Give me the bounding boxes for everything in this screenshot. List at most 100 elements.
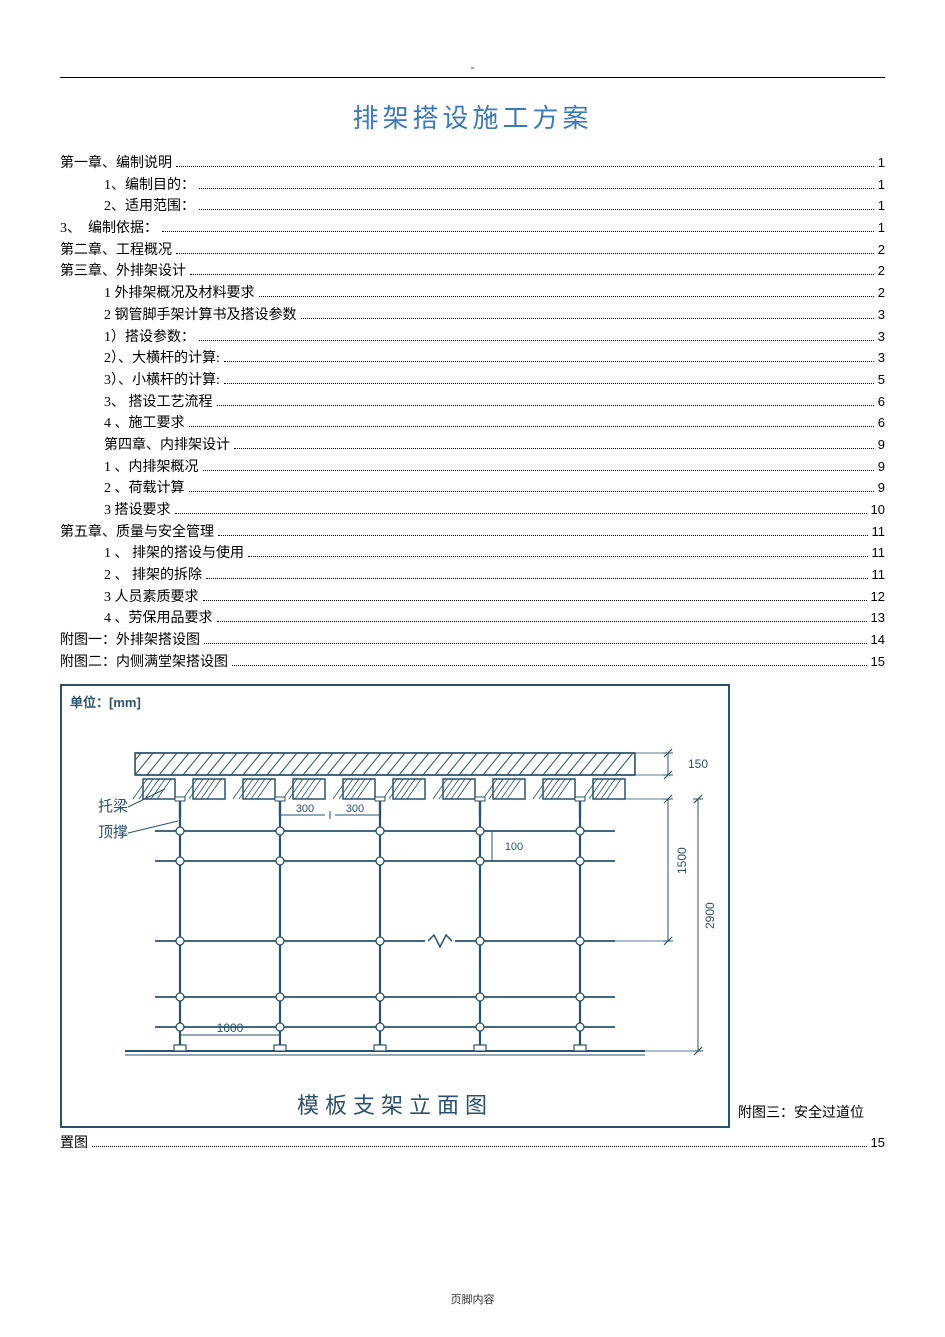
toc-row: 附图一：外排架搭设图14 — [60, 630, 885, 652]
toc-dots — [203, 600, 867, 601]
toc-dots — [189, 491, 874, 492]
toc-dots — [204, 643, 867, 644]
toc-row: 1 外排架概况及材料要求 2 — [60, 283, 885, 305]
toc-row: 3、 编制依据：1 — [60, 218, 885, 240]
toc-page: 9 — [878, 435, 885, 455]
toc-page: 6 — [878, 392, 885, 412]
toc-row: 1）搭设参数：3 — [60, 327, 885, 349]
toc-dots — [190, 274, 874, 275]
toc-row: 3 搭设要求 10 — [60, 500, 885, 522]
appendix-3-label-part2: 置图 — [60, 1132, 88, 1152]
toc-page: 10 — [871, 500, 885, 520]
toc-dots — [203, 470, 874, 471]
toc-page: 3 — [878, 327, 885, 347]
toc-page: 12 — [871, 587, 885, 607]
toc-dots — [232, 665, 867, 666]
toc-page: 15 — [871, 652, 885, 672]
toc-dots — [199, 209, 874, 210]
toc-row: 2、适用范围：1 — [60, 196, 885, 218]
toc-dots — [189, 426, 874, 427]
toc-label: 附图二：内侧满堂架搭设图 — [60, 652, 228, 674]
toc-row: 1 、内排架概况 9 — [60, 457, 885, 479]
svg-text:2900: 2900 — [703, 901, 717, 928]
toc-page: 11 — [872, 522, 886, 542]
appendix-3-page: 15 — [871, 1135, 885, 1150]
toc-page: 2 — [878, 283, 885, 303]
toc-label: 4 、劳保用品要求 — [104, 608, 213, 630]
toc-page: 2 — [878, 240, 885, 260]
toc-label: 3 人员素质要求 — [104, 587, 199, 609]
svg-text:150: 150 — [688, 757, 708, 771]
toc-row: 4 、劳保用品要求 13 — [60, 608, 885, 630]
toc-page: 11 — [872, 543, 886, 563]
header-rule — [60, 77, 885, 78]
toc-row: 3、 搭设工艺流程 6 — [60, 392, 885, 414]
toc-page: 14 — [871, 630, 885, 650]
toc-label: 2）、大横杆的计算: — [104, 348, 220, 370]
toc-dots — [248, 556, 868, 557]
toc-dots — [162, 231, 874, 232]
svg-text:托梁: 托梁 — [98, 798, 128, 815]
toc-page: 3 — [878, 348, 885, 368]
toc-row: 1、编制目的： 1 — [60, 175, 885, 197]
appendix-3-row: 置图 15 — [60, 1132, 885, 1152]
toc-page: 11 — [872, 565, 886, 585]
toc-row: 2）、大横杆的计算: 3 — [60, 348, 885, 370]
toc-dots — [176, 253, 874, 254]
svg-text:顶撑: 顶撑 — [98, 824, 128, 841]
page-footer: 页脚内容 — [0, 1291, 945, 1307]
toc-dots — [217, 621, 867, 622]
toc-dots — [206, 578, 868, 579]
diagram-box: 单位：[mm] 托梁顶撑300300100100015015002900 模板支… — [60, 684, 730, 1128]
svg-text:300: 300 — [296, 803, 314, 815]
toc-dots — [224, 383, 874, 384]
toc-label: 第三章、外排架设计 — [60, 261, 186, 283]
toc-dots — [234, 448, 874, 449]
diagram-unit-label: 单位：[mm] — [70, 692, 720, 711]
toc-row: 1 、 排架的搭设与使用11 — [60, 543, 885, 565]
toc-label: 2 、 排架的拆除 — [104, 565, 202, 587]
toc-row: 第三章、外排架设计 2 — [60, 261, 885, 283]
toc-page: 5 — [878, 370, 885, 390]
toc-row: 第四章、内排架设计 9 — [60, 435, 885, 457]
toc-row: 2 、 排架的拆除 11 — [60, 565, 885, 587]
toc-dots — [199, 188, 874, 189]
toc-label: 第二章、工程概况 — [60, 240, 172, 262]
toc-dots — [224, 361, 874, 362]
toc-page: 2 — [878, 261, 885, 281]
toc-page: 9 — [878, 457, 885, 477]
toc-label: 第四章、内排架设计 — [104, 435, 230, 457]
toc-label: 2、适用范围： — [104, 196, 195, 218]
toc-label: 3 搭设要求 — [104, 500, 171, 522]
document-title: 排架搭设施工方案 — [60, 98, 885, 135]
toc-dots — [175, 513, 867, 514]
table-of-contents: 第一章、编制说明11、编制目的：12、适用范围：13、 编制依据：1第二章、工程… — [60, 153, 885, 674]
svg-text:1500: 1500 — [675, 846, 689, 873]
toc-label: 1、编制目的： — [104, 175, 195, 197]
toc-page: 13 — [871, 608, 885, 628]
svg-text:100: 100 — [505, 841, 523, 853]
toc-row: 2 、荷载计算9 — [60, 478, 885, 500]
toc-row: 3）、小横杆的计算:5 — [60, 370, 885, 392]
toc-dots — [301, 318, 874, 319]
toc-row: 第二章、工程概况 2 — [60, 240, 885, 262]
toc-dots — [176, 166, 874, 167]
toc-label: 1 外排架概况及材料要求 — [104, 283, 255, 305]
toc-page: 6 — [878, 413, 885, 433]
toc-page: 1 — [878, 153, 885, 173]
toc-label: 3、 搭设工艺流程 — [104, 392, 213, 414]
svg-text:300: 300 — [346, 803, 364, 815]
toc-dots — [259, 296, 874, 297]
toc-dots — [199, 340, 874, 341]
toc-row: 4 、施工要求 6 — [60, 413, 885, 435]
toc-dots — [217, 405, 874, 406]
toc-row: 第一章、编制说明 1 — [60, 153, 885, 175]
diagram-caption: 模板支架立面图 — [70, 1088, 720, 1120]
toc-page: 1 — [878, 175, 885, 195]
header-mark: - — [60, 60, 885, 75]
toc-label: 第五章、质量与安全管理 — [60, 522, 214, 544]
toc-label: 第一章、编制说明 — [60, 153, 172, 175]
toc-label: 1 、内排架概况 — [104, 457, 199, 479]
toc-label: 4 、施工要求 — [104, 413, 185, 435]
toc-page: 3 — [878, 305, 885, 325]
